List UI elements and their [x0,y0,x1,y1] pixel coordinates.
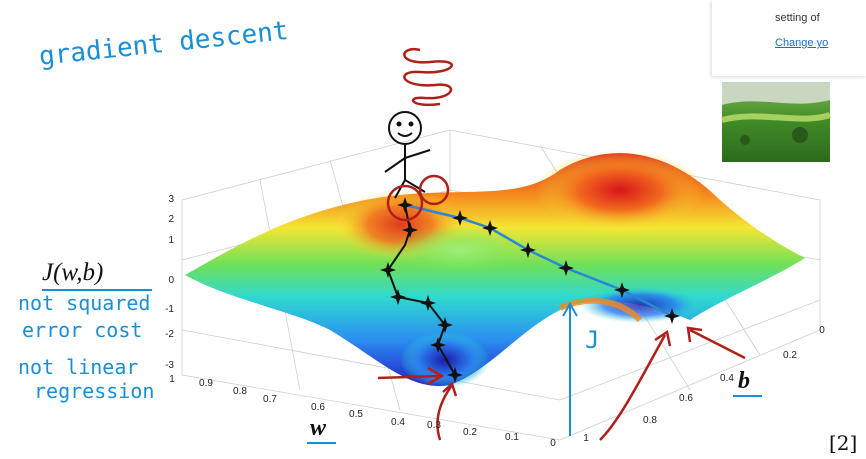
page: {"header": {"title": "gradient descent"}… [0,0,866,459]
tick-label: 0.3 [427,420,441,431]
popup-text: setting of [775,12,820,24]
title: gradient descent [38,16,290,72]
tick-label: 0 [819,325,825,336]
tick-label: 0.8 [643,415,657,426]
note: not squared [18,291,150,315]
popup: setting of Change yo [712,0,866,76]
popup-link[interactable]: Change yo [775,37,828,49]
cost-label: J(w,b) [42,259,103,286]
tick-label: 0.1 [505,432,519,443]
cost-surface [185,150,805,388]
tick-label: 1 [583,433,589,444]
footnote: [2] [829,431,857,455]
tick-label: 0.2 [783,350,797,361]
j-label: J [585,326,599,354]
tick-label: -1 [165,304,174,315]
w-label: w [310,415,327,441]
tick-label: 0.5 [349,409,363,420]
tick-label: 3 [168,194,174,205]
tick-label: 0.7 [263,394,277,405]
tick-label: 1 [169,374,175,385]
tick-label: 0.9 [199,378,213,389]
tick-label: 1 [168,235,174,246]
tick-label: 0 [168,275,174,286]
tick-label: 0.4 [391,417,405,428]
tick-label: 0.2 [463,427,477,438]
tick-label: 0.4 [720,373,734,384]
tick-label: 0 [550,438,556,449]
tick-label: -2 [165,329,174,340]
tick-label: 0.8 [233,386,247,397]
tick-label: 2 [168,214,174,225]
thumbnail [722,82,830,162]
tick-label: 0.6 [311,402,325,413]
b-label: b [738,368,750,394]
note: error cost [22,318,142,342]
note: regression [34,379,154,403]
tick-label: -3 [165,360,174,371]
note: not linear [18,355,138,379]
tick-label: 0.6 [679,393,693,404]
